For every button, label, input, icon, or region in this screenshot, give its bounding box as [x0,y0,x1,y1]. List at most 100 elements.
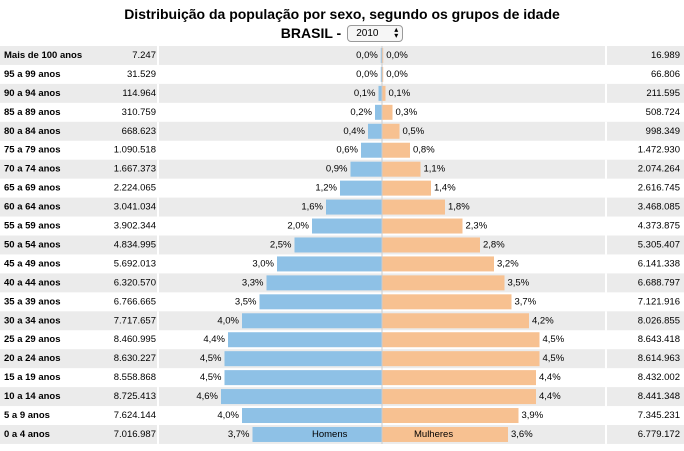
bar-women [382,218,463,234]
bar-women [382,426,508,442]
women-percent-label: 0,0% [386,50,408,61]
men-count-label: 3.902.344 [114,221,156,232]
year-select[interactable]: 2010 ▴ ▾ [347,24,404,42]
bar-women [382,370,536,386]
women-count-label: 8.643.418 [638,334,680,345]
women-count-label: 211.595 [646,88,680,99]
age-group-label: 95 a 99 anos [4,69,61,80]
bar-women [382,332,540,348]
men-percent-label: 0,2% [350,107,372,118]
men-percent-label: 3,0% [252,258,274,269]
women-percent-label: 4,2% [532,315,554,326]
women-percent-label: 4,5% [543,334,565,345]
age-group-label: 35 a 39 anos [4,296,61,307]
legend-women-label: Mulheres [414,428,454,440]
women-count-label: 6.141.338 [638,258,680,269]
legend-women: Mulheres [388,427,453,441]
men-count-label: 6.320.570 [114,277,156,288]
women-count-label: 7.121.916 [638,296,680,307]
age-group-label: 40 a 44 anos [4,277,61,288]
women-percent-label: 0,1% [389,88,411,99]
age-group-label: 75 a 79 anos [4,145,61,156]
men-count-label: 8.630.227 [114,353,156,364]
bar-women [382,47,384,63]
row-stripe [0,46,684,65]
men-count-label: 7.016.987 [114,429,156,440]
women-count-label: 16.989 [651,50,680,61]
women-percent-label: 2,8% [483,239,505,250]
women-count-label: 8.441.348 [638,391,680,402]
men-percent-label: 2,0% [287,221,309,232]
legend: Homens Mulheres [0,427,684,443]
men-percent-label: 0,0% [356,69,378,80]
bar-men [378,85,382,101]
men-percent-label: 3,3% [242,277,264,288]
men-count-label: 668.623 [122,126,156,137]
men-count-label: 7.247 [132,50,156,61]
men-percent-label: 4,5% [200,353,222,364]
bar-men [252,426,382,442]
age-group-label: 85 a 89 anos [4,107,61,118]
women-percent-label: 3,9% [522,410,544,421]
men-percent-label: 4,0% [217,410,239,421]
women-count-label: 4.373.875 [638,221,680,232]
bar-women [382,199,445,215]
age-group-label: 20 a 24 anos [4,353,61,364]
bar-men [224,370,382,386]
bar-women [382,161,421,177]
age-group-label: 10 a 14 anos [4,391,61,402]
women-percent-label: 3,5% [508,277,530,288]
men-percent-label: 2,5% [270,239,292,250]
women-count-label: 5.305.407 [638,239,680,250]
bar-women [382,123,400,139]
bar-men [326,199,382,215]
women-percent-label: 0,5% [403,126,425,137]
men-percent-label: 0,6% [336,145,358,156]
men-percent-label: 4,6% [196,391,218,402]
age-group-label: 0 a 4 anos [4,429,50,440]
men-percent-label: 0,0% [356,50,378,61]
men-count-label: 8.460.995 [114,334,156,345]
women-percent-label: 0,0% [386,69,408,80]
bar-men [228,332,382,348]
women-percent-label: 3,6% [511,429,533,440]
bar-men [294,237,382,253]
legend-men-label: Homens [312,428,348,440]
bar-men [380,66,382,82]
age-group-label: 80 a 84 anos [4,126,61,137]
women-count-label: 508.724 [646,107,680,118]
men-count-label: 1.667.373 [114,164,156,175]
women-percent-label: 2,3% [466,221,488,232]
women-count-label: 2.074.264 [638,164,680,175]
row-stripe [0,159,684,179]
women-percent-label: 3,2% [497,258,519,269]
bar-women [382,313,529,329]
bar-women [382,85,386,101]
men-count-label: 6.766.665 [114,296,156,307]
age-group-label: 55 a 59 anos [4,221,61,232]
bar-men [340,180,382,196]
men-count-label: 4.834.995 [114,239,156,250]
legend-women-swatch [388,427,408,441]
bar-women [382,256,494,272]
bar-women [382,180,431,196]
women-count-label: 3.468.085 [638,202,680,213]
women-count-label: 6.779.172 [638,429,680,440]
bar-men [368,123,382,139]
age-group-label: 50 a 54 anos [4,239,61,250]
bar-men [221,389,382,405]
men-count-label: 310.759 [122,107,156,118]
women-count-label: 6.688.797 [638,277,680,288]
row-stripe [0,121,684,141]
men-percent-label: 3,5% [235,296,257,307]
women-percent-label: 0,8% [413,145,435,156]
age-group-label: 90 a 94 anos [4,88,61,99]
men-count-label: 2.224.065 [114,183,156,194]
men-percent-label: 4,4% [203,334,225,345]
women-count-label: 8.432.002 [638,372,680,383]
age-group-label: 60 a 64 anos [4,202,61,213]
legend-men-swatch [353,427,374,441]
men-count-label: 5.692.013 [114,258,156,269]
age-group-label: 70 a 74 anos [4,164,61,175]
